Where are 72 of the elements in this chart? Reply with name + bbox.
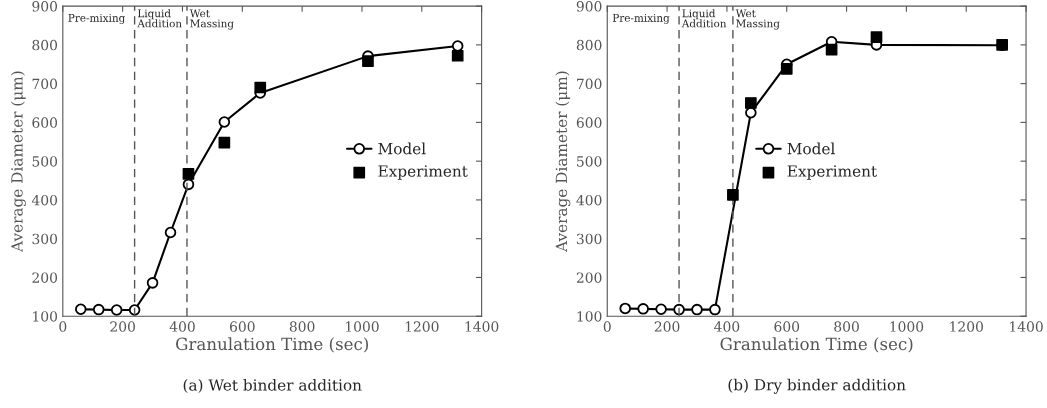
point — [218, 136, 231, 149]
point — [780, 63, 793, 75]
point — [745, 97, 757, 109]
x-tick-label: 200 — [654, 321, 680, 332]
y-tick-label: 900 — [576, 1, 602, 12]
x-tick-label: 1000 — [890, 321, 924, 332]
point — [655, 303, 667, 315]
annotation: Wet Massing — [735, 9, 780, 30]
x-tick-label: 400 — [714, 321, 740, 332]
point — [182, 168, 195, 180]
point — [637, 303, 649, 315]
annotation: Pre-mixing — [68, 13, 125, 24]
x-tick-label: 1400 — [465, 321, 499, 332]
x-tick-label: 600 — [774, 321, 800, 332]
y-tick-label: 500 — [577, 156, 602, 167]
point — [691, 303, 703, 316]
point — [164, 226, 177, 239]
point — [110, 304, 123, 316]
y-tick-label: 100 — [577, 311, 602, 322]
y-tick-label: 400 — [576, 194, 602, 206]
point — [92, 303, 105, 316]
point — [218, 116, 231, 128]
x-tick-label: 0 — [603, 321, 611, 332]
y-tick-label: 200 — [32, 272, 58, 283]
x-axis-title: Granulation Time (sec) — [720, 337, 913, 353]
y-tick-label: 900 — [32, 1, 58, 12]
x-tick-label: 200 — [110, 321, 135, 332]
x-tick-label: 0 — [59, 321, 67, 332]
y-axis-title: Average Diameter (μm) — [555, 71, 571, 253]
text: (b) Dry binder addition — [728, 378, 906, 394]
y-tick-label: 200 — [576, 272, 602, 283]
point — [254, 81, 267, 94]
point — [75, 303, 87, 315]
y-tick-label: 300 — [32, 233, 58, 245]
annotation: Pre-mixing — [612, 13, 670, 24]
point — [870, 31, 883, 43]
point — [825, 43, 838, 56]
y-tick-label: 500 — [32, 156, 58, 167]
y-tick-label: 300 — [576, 233, 602, 245]
point — [619, 302, 631, 315]
legend-label: Model — [378, 142, 426, 155]
y-tick-label: 800 — [576, 39, 602, 51]
y-tick-label: 600 — [576, 117, 602, 128]
annotation: Wet Massing — [189, 9, 234, 30]
point — [362, 55, 374, 68]
legend-label: Experiment — [378, 165, 468, 180]
point — [128, 304, 141, 316]
y-tick-label: 700 — [577, 78, 602, 90]
point — [709, 303, 721, 316]
y-tick-label: 700 — [32, 78, 58, 90]
y-axis-title: Average Diameter (μm) — [10, 71, 26, 253]
legend-label: Experiment — [787, 165, 877, 180]
y-tick-label: 600 — [32, 117, 58, 128]
x-tick-label: 1200 — [405, 321, 439, 332]
annotation: Liquid Addition — [137, 9, 182, 28]
point — [727, 189, 739, 201]
x-tick-label: 800 — [834, 321, 859, 332]
y-tick-label: 100 — [33, 311, 58, 322]
x-tick-label: 1400 — [1010, 321, 1043, 332]
y-tick-label: 400 — [31, 194, 58, 206]
point — [146, 277, 159, 289]
text: (a) Wet binder addition — [183, 378, 362, 393]
point — [451, 49, 464, 62]
x-tick-label: 1200 — [950, 321, 983, 332]
legend-label: Model — [787, 142, 835, 155]
annotation: Liquid Addition — [681, 9, 727, 28]
x-tick-label: 400 — [169, 321, 195, 332]
x-tick-label: 1000 — [345, 321, 379, 332]
x-axis-title: Granulation Time (sec) — [176, 337, 369, 353]
x-tick-label: 800 — [289, 321, 315, 332]
x-tick-label: 600 — [229, 321, 255, 332]
y-tick-label: 800 — [32, 39, 58, 51]
